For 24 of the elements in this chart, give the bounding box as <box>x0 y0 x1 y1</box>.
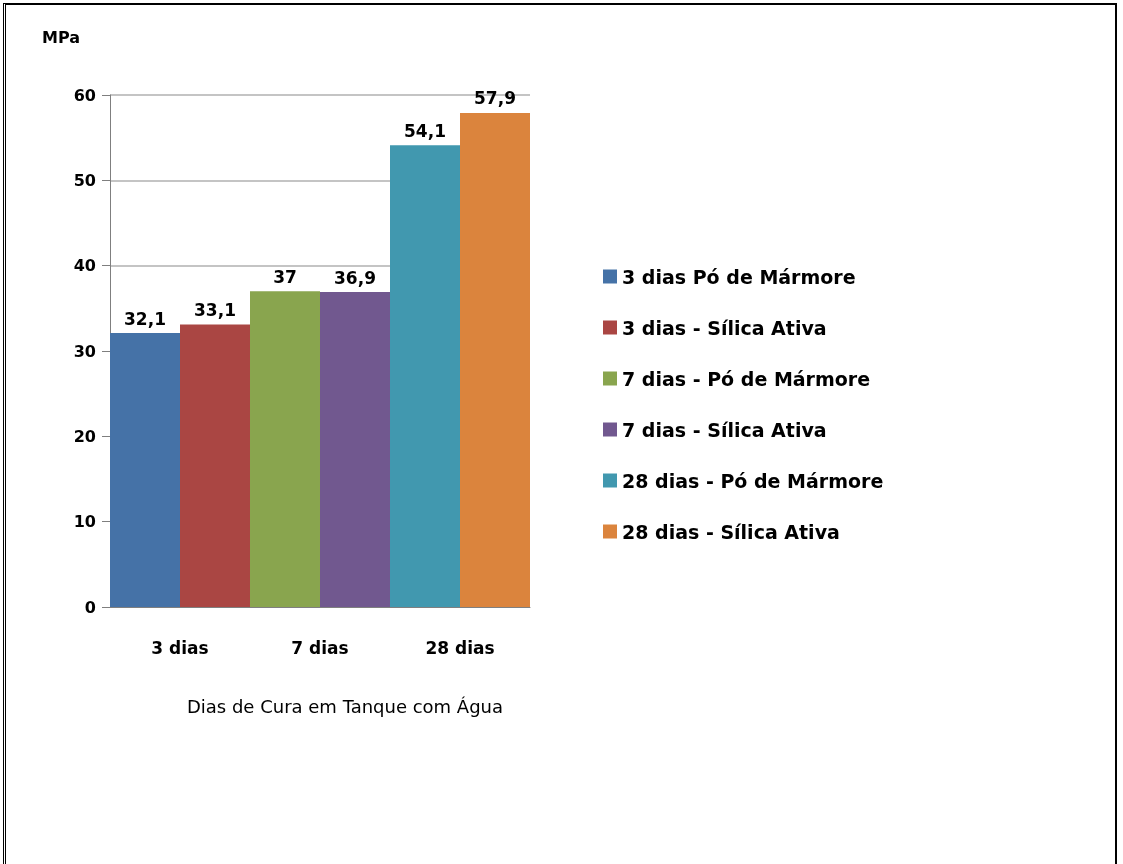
legend-label: 3 dias Pó de Mármore <box>622 265 856 288</box>
legend-label: 28 dias - Sílica Ativa <box>622 520 840 543</box>
legend-label: 28 dias - Pó de Mármore <box>622 469 884 492</box>
data-label: 54,1 <box>404 120 446 141</box>
data-label: 36,9 <box>334 267 376 288</box>
x-tick-label: 3 dias <box>151 637 209 658</box>
y-tick-label: 60 <box>73 85 96 105</box>
y-tick-label: 50 <box>73 170 96 190</box>
y-tick-label: 10 <box>73 512 96 532</box>
data-label: 57,9 <box>474 88 516 109</box>
legend-label: 7 dias - Pó de Mármore <box>622 367 871 390</box>
y-tick-label: 0 <box>84 597 96 617</box>
legend-label: 7 dias - Sílica Ativa <box>622 418 827 441</box>
data-label: 32,1 <box>124 308 166 329</box>
y-tick-label: 30 <box>73 341 96 361</box>
x-tick-label: 28 dias <box>425 637 495 658</box>
y-tick-label: 20 <box>73 426 96 446</box>
y-axis-title: MPa <box>41 27 80 47</box>
x-axis-title: Dias de Cura em Tanque com Água <box>186 695 504 717</box>
y-tick-label: 40 <box>73 256 96 276</box>
legend-label: 3 dias - Sílica Ativa <box>622 316 827 339</box>
data-label: 37 <box>273 266 297 287</box>
x-tick-label: 7 dias <box>291 637 349 658</box>
data-label: 33,1 <box>194 300 236 321</box>
